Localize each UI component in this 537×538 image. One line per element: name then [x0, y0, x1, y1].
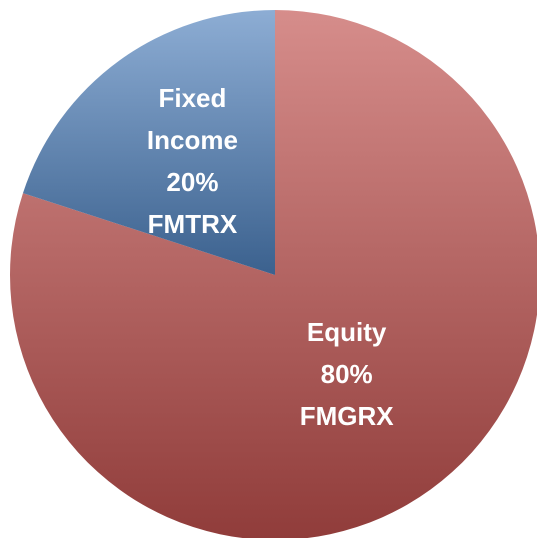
category-label: Fixed Income: [146, 83, 238, 156]
ticker-label: FMTRX: [147, 209, 238, 240]
pie-slice: [22, 10, 275, 275]
value-label: 20%: [166, 167, 219, 198]
pie-slice: [10, 10, 537, 538]
slice-label: Fixed Income 20% FMTRX: [127, 77, 257, 245]
ticker-label: FMGRX: [299, 400, 394, 431]
slice-label: Equity 80% FMGRX: [282, 311, 412, 437]
category-label: Equity: [306, 316, 387, 347]
value-label: 80%: [320, 358, 373, 389]
